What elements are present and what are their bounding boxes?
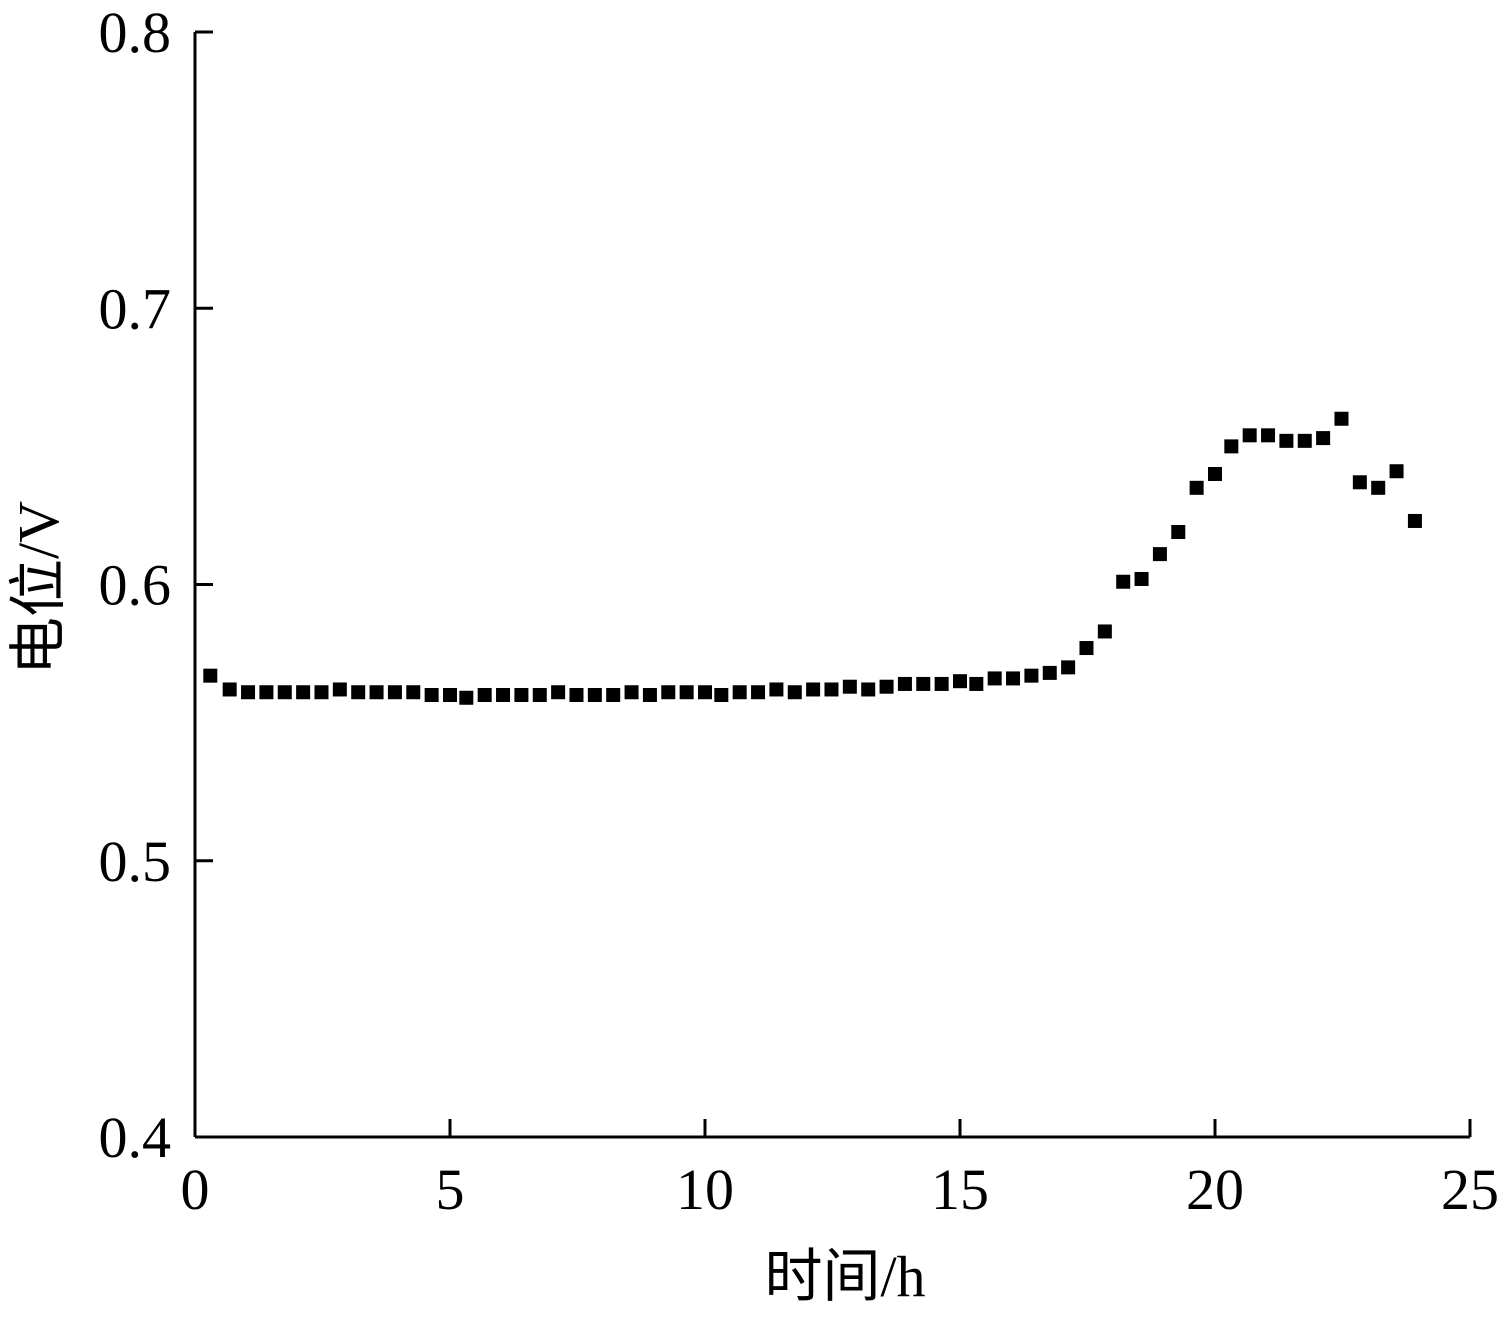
data-point [1242,428,1257,443]
data-point [1261,428,1276,443]
data-point [751,685,766,700]
data-point [1279,433,1294,448]
data-point [1407,513,1422,528]
data-point [879,679,894,694]
data-point [459,690,474,705]
x-tick-label: 10 [676,1157,734,1222]
data-point [824,682,839,697]
data-point [661,685,676,700]
data-point [351,685,366,700]
data-point [296,685,311,700]
data-point [314,685,329,700]
data-point [222,682,237,697]
data-point [987,671,1002,686]
data-point [1116,574,1131,589]
data-point [861,682,876,697]
data-point [277,685,292,700]
data-point [424,688,439,702]
data-point [1152,547,1167,562]
data-point [1042,665,1057,680]
y-axis-label: 电位/V [6,501,71,675]
data-point [1208,467,1222,481]
data-point [241,685,256,700]
ticks: 0.4 0.5 0.6 0.7 0.8 0 5 10 15 20 25 [99,0,1500,1222]
data-point [953,674,967,689]
data-point [1006,671,1021,686]
x-tick-label: 20 [1186,1157,1244,1222]
data-point [1297,433,1312,448]
data-point [259,685,274,700]
data-point [624,685,639,700]
data-point [1097,624,1112,639]
data-point [769,682,784,697]
data-point [934,676,949,691]
data-point [496,688,511,702]
data-point [1371,480,1386,495]
data-point [1316,431,1331,446]
data-point [1189,480,1204,495]
data-point [842,679,857,694]
data-point [1352,475,1367,490]
data-point [806,682,821,697]
data-point [714,688,729,702]
data-point [1024,668,1039,683]
data-point [569,688,584,702]
data-point [532,688,547,702]
data-point [732,685,747,700]
data-point [1389,464,1404,479]
data-point [369,685,384,700]
data-point [203,668,218,683]
y-tick-label: 0.7 [99,276,172,341]
data-point [897,676,912,691]
axes [193,32,1470,1139]
data-point [387,685,402,700]
y-tick-label: 0.8 [99,0,172,65]
data-point [787,685,802,700]
y-tick-label: 0.4 [99,1105,172,1170]
data-point [1334,411,1349,426]
data-point [1079,641,1094,656]
data-point [514,688,529,702]
data-point [1224,439,1239,454]
x-tick-label: 25 [1441,1157,1499,1222]
data-point [642,688,657,702]
data-point [406,685,421,700]
data-point [332,682,347,697]
data-points [203,411,1422,705]
x-axis-label: 时间/h [764,1244,925,1309]
x-tick-label: 15 [931,1157,989,1222]
x-tick-label: 5 [436,1157,465,1222]
y-tick-label: 0.6 [99,553,172,618]
data-point [587,688,602,702]
data-point [1061,660,1076,675]
data-point [477,688,492,702]
data-point [1134,571,1149,586]
data-point [443,688,457,702]
x-tick-label: 0 [181,1157,210,1222]
data-point [551,685,566,700]
data-point [916,676,931,691]
data-point [1171,525,1186,540]
data-point [969,676,984,691]
data-point [698,685,712,700]
y-tick-label: 0.5 [99,829,172,894]
data-point [679,685,694,700]
data-point [606,688,621,702]
